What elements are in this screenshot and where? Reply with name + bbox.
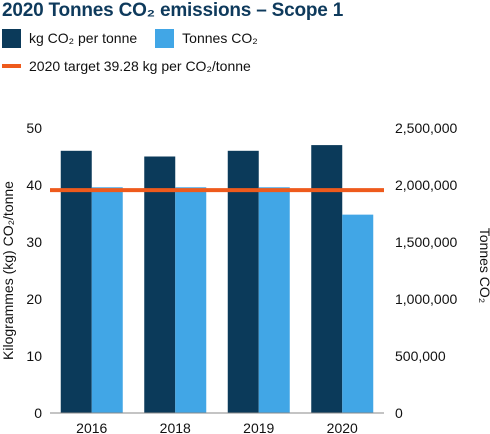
y-right-tick-label: 0	[395, 405, 403, 421]
y-left-axis-title: Kilogrammes (kg) CO₂/tonne	[0, 181, 16, 360]
y-left-tick-label: 30	[26, 234, 42, 250]
legend-item-tonnes: Tonnes CO₂	[155, 28, 258, 48]
y-right-tick-label: 1,000,000	[395, 291, 457, 307]
chart-title: 2020 Tonnes CO₂ emissions – Scope 1	[2, 0, 344, 21]
y-left-tick-label: 50	[26, 120, 42, 136]
x-tick-label: 2018	[160, 420, 191, 434]
legend-item-kg-per-tonne: kg CO₂ per tonne	[2, 28, 138, 48]
x-tick-label: 2016	[76, 420, 107, 434]
bar-tonnes-2019	[258, 187, 290, 413]
legend-swatch-light	[155, 28, 175, 48]
y-right-tick-label: 1,500,000	[395, 234, 457, 250]
x-tick-label: 2020	[327, 420, 358, 434]
bar-tonnes-2018	[175, 187, 207, 413]
y-left-tick-label: 0	[34, 405, 42, 421]
bar-kg-per-tonne-2020	[311, 145, 343, 413]
legend-label-target: 2020 target 39.28 kg per CO₂/tonne	[29, 58, 251, 74]
legend-swatch-dark	[2, 28, 21, 48]
x-tick-label: 2019	[243, 420, 274, 434]
legend: kg CO₂ per tonne Tonnes CO₂	[2, 28, 276, 48]
legend-target: 2020 target 39.28 kg per CO₂/tonne	[2, 56, 269, 76]
y-right-tick-label: 2,000,000	[395, 177, 457, 193]
bar-tonnes-2016	[91, 187, 123, 413]
y-right-tick-label: 2,500,000	[395, 120, 457, 136]
y-left-tick-label: 40	[26, 177, 42, 193]
y-right-tick-label: 500,000	[395, 348, 446, 364]
bar-kg-per-tonne-2019	[227, 150, 259, 414]
bar-kg-per-tonne-2018	[144, 156, 176, 413]
legend-label-tonnes: Tonnes CO₂	[182, 30, 258, 46]
legend-item-target: 2020 target 39.28 kg per CO₂/tonne	[2, 58, 251, 74]
legend-label-kg-per-tonne: kg CO₂ per tonne	[29, 30, 138, 46]
y-right-axis-title: Tonnes CO₂	[477, 228, 490, 303]
legend-swatch-target	[2, 64, 21, 68]
y-left-tick-label: 10	[26, 348, 42, 364]
bar-kg-per-tonne-2016	[60, 150, 92, 414]
bar-tonnes-2020	[342, 214, 374, 413]
y-left-tick-label: 20	[26, 291, 42, 307]
